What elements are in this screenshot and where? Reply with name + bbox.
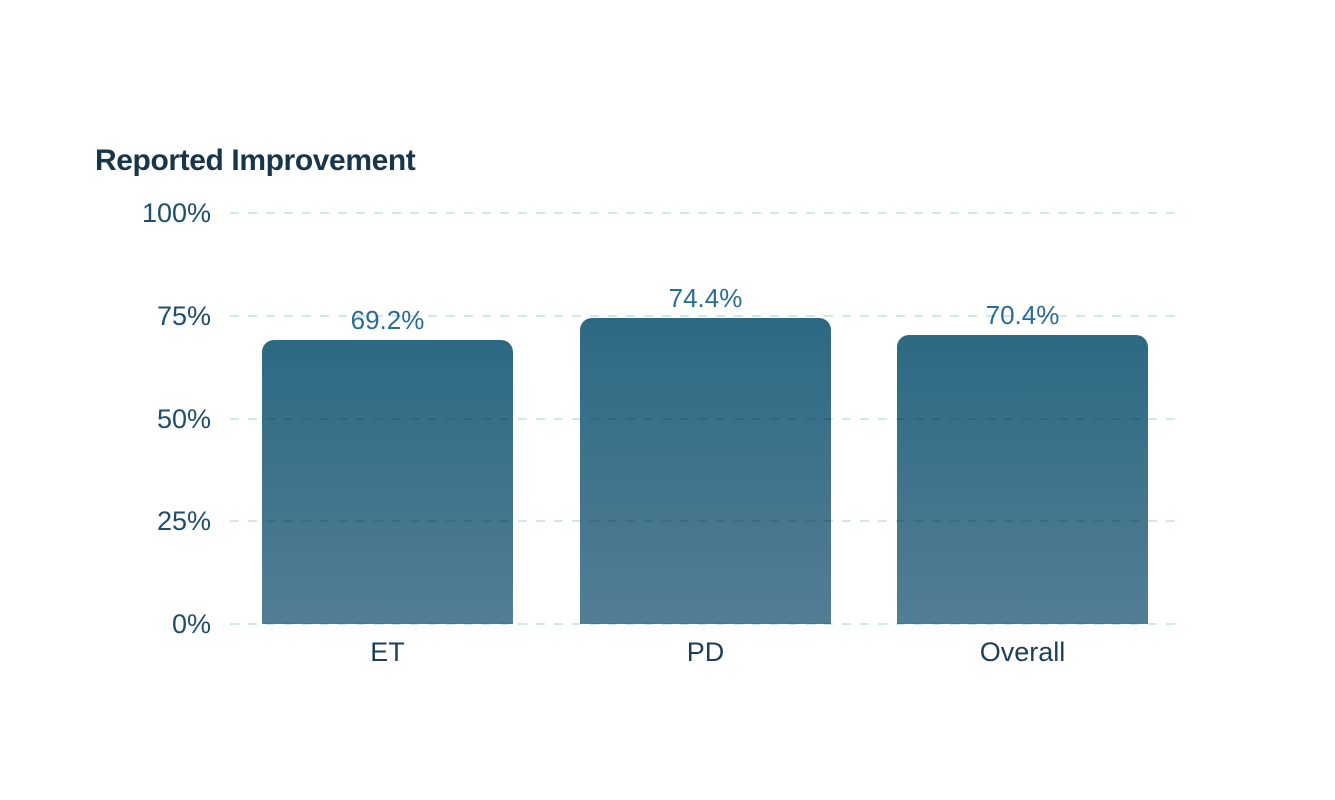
- gridline-100: [230, 212, 1178, 214]
- y-axis-tick-label-100: 100%: [141, 198, 211, 228]
- bar-pd: [580, 318, 831, 624]
- bar-value-label: 70.4%: [985, 299, 1060, 330]
- bar-value-label: 69.2%: [350, 304, 425, 335]
- y-axis-tick-label-0: 0%: [171, 609, 211, 639]
- gridline-0: [230, 623, 1178, 625]
- y-axis-tick-label-50: 50%: [156, 403, 211, 434]
- bar-overall: [897, 334, 1148, 624]
- bar-et: [262, 339, 513, 624]
- plot-area: 69.2% ET 74.4% PD 70.4% Overall 0% 25% 50% 75% 100…: [142, 198, 1178, 667]
- x-axis-label-et: ET: [370, 637, 405, 667]
- gridline-25: [230, 520, 1178, 523]
- y-axis-tick-label-75: 75%: [156, 300, 211, 331]
- x-axis-label-pd: PD: [686, 637, 725, 667]
- gridline-75: [230, 314, 1178, 317]
- x-axis-label-overall: Overall: [979, 637, 1066, 667]
- bar-value-label: 74.4%: [668, 283, 743, 314]
- chart-title: Reported Improvement: [95, 144, 416, 177]
- y-axis-tick-label-25: 25%: [156, 506, 211, 537]
- gridline-50: [230, 417, 1178, 420]
